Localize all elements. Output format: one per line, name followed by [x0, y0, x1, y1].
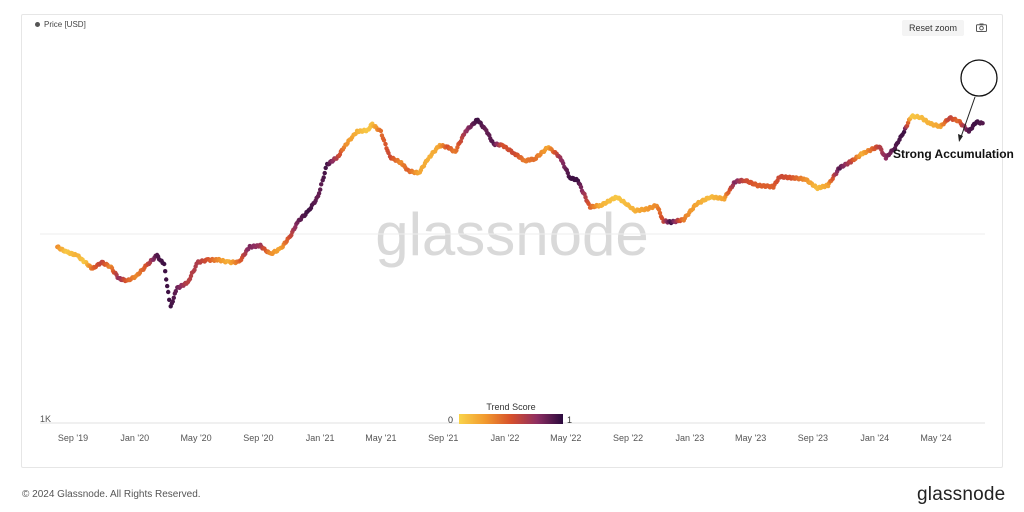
x-tick-label: Jan '23: [675, 433, 704, 443]
reset-zoom-button[interactable]: Reset zoom: [902, 20, 965, 36]
colorbar-min-label: 0: [448, 415, 453, 425]
price-point: [163, 269, 168, 274]
colorbar: [459, 414, 563, 424]
x-tick-label: May '24: [920, 433, 951, 443]
colorbar-max-label: 1: [567, 415, 572, 425]
price-point: [170, 299, 175, 304]
price-point: [901, 129, 907, 135]
colorbar-title: Trend Score: [486, 402, 535, 412]
price-point: [381, 138, 387, 143]
x-tick-label: Jan '22: [491, 433, 520, 443]
price-point: [656, 207, 662, 212]
legend-dot: [35, 22, 40, 27]
price-point: [561, 161, 566, 166]
price-chart[interactable]: glassnode 1K Sep '19 Jan '20 May '20 Sep '2…: [0, 0, 1024, 470]
y-tick-label: 1K: [40, 414, 51, 424]
price-point: [319, 182, 324, 187]
price-point: [980, 121, 985, 126]
price-point: [316, 191, 322, 196]
price-point: [173, 289, 178, 294]
x-tick-label: Jan '21: [306, 433, 335, 443]
price-point: [192, 267, 197, 273]
x-tick-label: May '22: [550, 433, 581, 443]
annotation-circle: [960, 59, 998, 97]
price-point: [171, 295, 176, 300]
price-point: [657, 210, 663, 216]
price-point: [386, 150, 391, 156]
x-tick-label: Jan '20: [120, 433, 149, 443]
price-point: [323, 165, 328, 171]
annotation-arrow: [960, 96, 976, 138]
price-point: [166, 289, 171, 295]
copyright: © 2024 Glassnode. All Rights Reserved.: [22, 489, 201, 500]
x-tick-label: Sep '21: [428, 433, 458, 443]
price-point: [565, 170, 570, 176]
price-point: [583, 195, 588, 200]
price-point: [659, 216, 665, 221]
price-point: [321, 175, 326, 180]
x-tick-label: May '20: [180, 433, 211, 443]
price-point: [383, 141, 388, 147]
x-tick-label: Jan '24: [860, 433, 889, 443]
x-tick-label: Sep '22: [613, 433, 643, 443]
price-point: [892, 146, 898, 151]
price-point: [378, 128, 384, 134]
x-tick-label: May '23: [735, 433, 766, 443]
price-point: [164, 277, 169, 282]
price-point: [167, 297, 172, 302]
price-point: [165, 283, 170, 289]
x-tick-label: Sep '20: [243, 433, 273, 443]
glassnode-logo[interactable]: glassnode: [917, 484, 1006, 505]
annotation-arrowhead: [958, 134, 963, 142]
legend-label: Price [USD]: [44, 20, 86, 29]
x-tick-label: May '21: [365, 433, 396, 443]
price-point: [578, 184, 584, 190]
legend[interactable]: Price [USD]: [35, 20, 86, 29]
price-point: [318, 187, 323, 192]
price-point: [586, 201, 591, 206]
price-point: [162, 261, 167, 267]
x-tick-label: Sep '19: [58, 433, 88, 443]
price-point: [458, 139, 464, 144]
price-point: [322, 170, 327, 176]
annotation-text: Strong Accumulation: [893, 147, 1014, 161]
x-tick-label: Sep '23: [798, 433, 828, 443]
price-point: [188, 273, 194, 279]
camera-icon[interactable]: [976, 23, 987, 32]
chart-frame: [21, 14, 1003, 468]
